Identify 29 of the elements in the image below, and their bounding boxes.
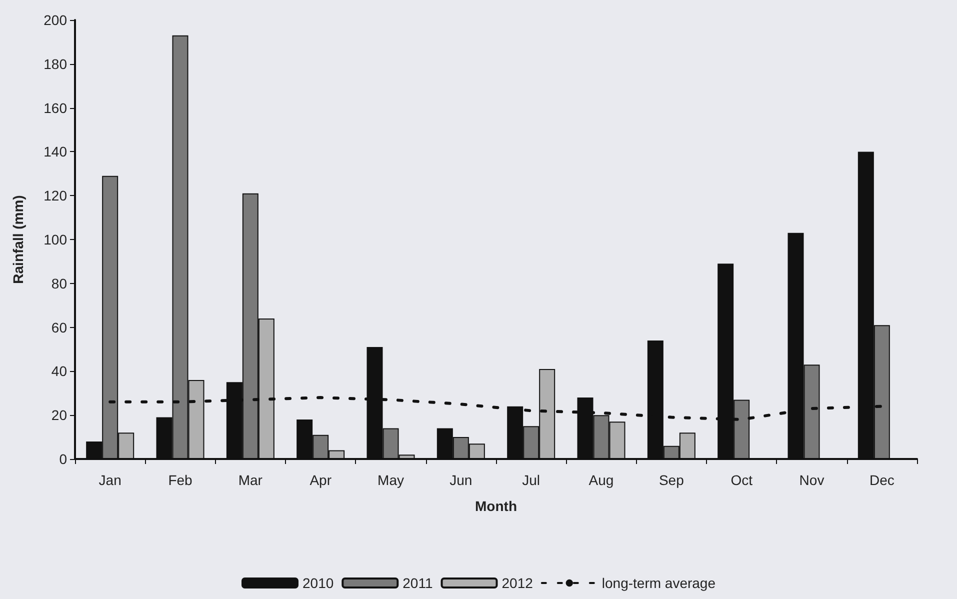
y-tick-label: 120 (44, 188, 68, 204)
x-tick-label: Jun (450, 472, 472, 488)
y-tick-label: 200 (44, 12, 68, 28)
x-axis-title: Month (475, 498, 517, 514)
x-tick-label: Jul (522, 472, 540, 488)
y-tick-label: 60 (51, 319, 68, 336)
x-tick-label: Nov (799, 472, 824, 488)
legend-label: 2010 (302, 575, 334, 591)
x-tick-label: Aug (588, 472, 614, 488)
y-tick-label: 20 (51, 407, 68, 424)
x-tick-label: May (378, 472, 404, 488)
y-tick-label: 160 (44, 100, 68, 116)
x-tick-label: Apr (310, 472, 332, 488)
legend-label: long-term average (602, 575, 716, 591)
y-tick-label: 100 (44, 232, 68, 248)
legend-label: 2012 (502, 575, 534, 591)
x-tick-label: Dec (869, 472, 894, 488)
legend-label: 2011 (402, 575, 433, 591)
x-tick-label: Sep (658, 472, 684, 488)
y-tick-label: 0 (59, 451, 68, 467)
x-tick-label: Oct (730, 472, 753, 488)
x-tick-label: Jan (98, 472, 122, 488)
y-axis-title: Rainfall (mm) (10, 195, 26, 284)
y-tick-label: 40 (51, 363, 68, 380)
x-tick-label: Mar (238, 472, 263, 488)
x-tick-label: Feb (168, 472, 193, 488)
y-tick-label: 180 (44, 56, 68, 72)
y-tick-label: 140 (44, 144, 68, 160)
y-tick-label: 80 (51, 275, 68, 292)
